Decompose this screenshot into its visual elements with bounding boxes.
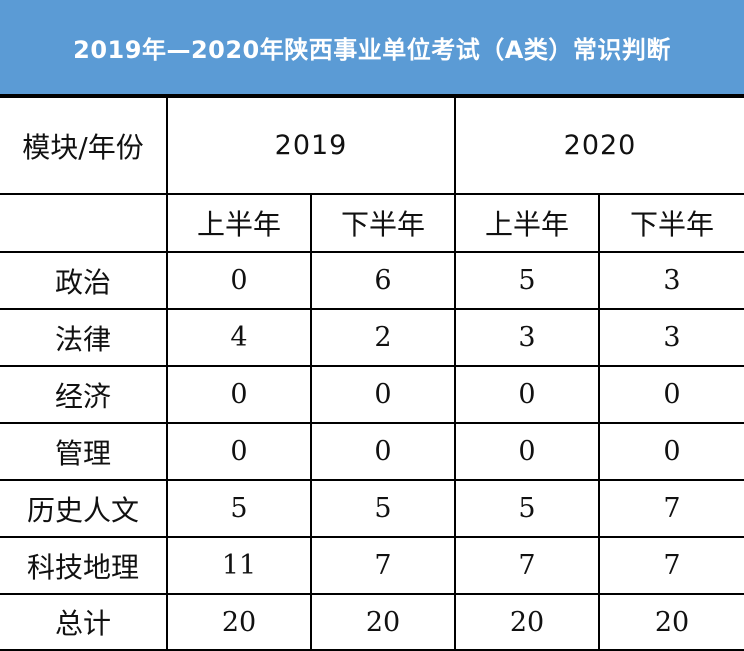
table-row: 管理 0 0 0 0 <box>0 422 744 481</box>
year-header-2019: 2019 <box>166 96 456 195</box>
table-cell: 0 <box>454 422 600 481</box>
table-cell: 6 <box>310 251 456 310</box>
table-cell: 0 <box>166 365 312 424</box>
header-row-years: 模块/年份 2019 2020 <box>0 96 744 195</box>
row-label: 科技地理 <box>0 536 168 595</box>
table-cell: 2 <box>310 308 456 367</box>
row-label: 法律 <box>0 308 168 367</box>
table-cell: 4 <box>166 308 312 367</box>
table-cell: 3 <box>454 308 600 367</box>
table-cell: 0 <box>598 365 744 424</box>
table-cell: 3 <box>598 251 744 310</box>
table-cell: 5 <box>454 251 600 310</box>
half-header: 下半年 <box>598 193 744 253</box>
table-cell: 0 <box>598 422 744 481</box>
row-label: 管理 <box>0 422 168 481</box>
table-row: 经济 0 0 0 0 <box>0 365 744 424</box>
table-row: 政治 0 6 5 3 <box>0 251 744 310</box>
table-row: 法律 4 2 3 3 <box>0 308 744 367</box>
table-cell: 0 <box>310 365 456 424</box>
table-title: 2019年—2020年陕西事业单位考试（A类）常识判断 <box>0 0 744 96</box>
table-cell: 0 <box>454 365 600 424</box>
table-cell: 5 <box>454 479 600 538</box>
table-cell: 20 <box>166 593 312 651</box>
table-cell: 7 <box>598 479 744 538</box>
table-cell: 20 <box>310 593 456 651</box>
table-row-total: 总计 20 20 20 20 <box>0 593 744 651</box>
row-label: 政治 <box>0 251 168 310</box>
table-cell: 11 <box>166 536 312 595</box>
table-row: 科技地理 11 7 7 7 <box>0 536 744 595</box>
table-cell: 0 <box>166 251 312 310</box>
row-label: 经济 <box>0 365 168 424</box>
half-header: 下半年 <box>310 193 456 253</box>
table-cell: 7 <box>598 536 744 595</box>
table-cell: 3 <box>598 308 744 367</box>
half-header: 上半年 <box>166 193 312 253</box>
table-cell: 20 <box>454 593 600 651</box>
table-cell: 5 <box>310 479 456 538</box>
module-year-header: 模块/年份 <box>0 96 168 195</box>
table-cell: 0 <box>166 422 312 481</box>
row-label: 总计 <box>0 593 168 651</box>
exam-stats-table: 模块/年份 2019 2020 上半年 下半年 上半年 下半年 政治 0 6 5… <box>0 96 744 651</box>
row-label: 历史人文 <box>0 479 168 538</box>
empty-header-cell <box>0 193 168 253</box>
header-row-halves: 上半年 下半年 上半年 下半年 <box>0 193 744 253</box>
table-cell: 7 <box>310 536 456 595</box>
year-header-2020: 2020 <box>454 96 744 195</box>
half-header: 上半年 <box>454 193 600 253</box>
table-cell: 5 <box>166 479 312 538</box>
table-cell: 0 <box>310 422 456 481</box>
table-cell: 7 <box>454 536 600 595</box>
table-row: 历史人文 5 5 5 7 <box>0 479 744 538</box>
